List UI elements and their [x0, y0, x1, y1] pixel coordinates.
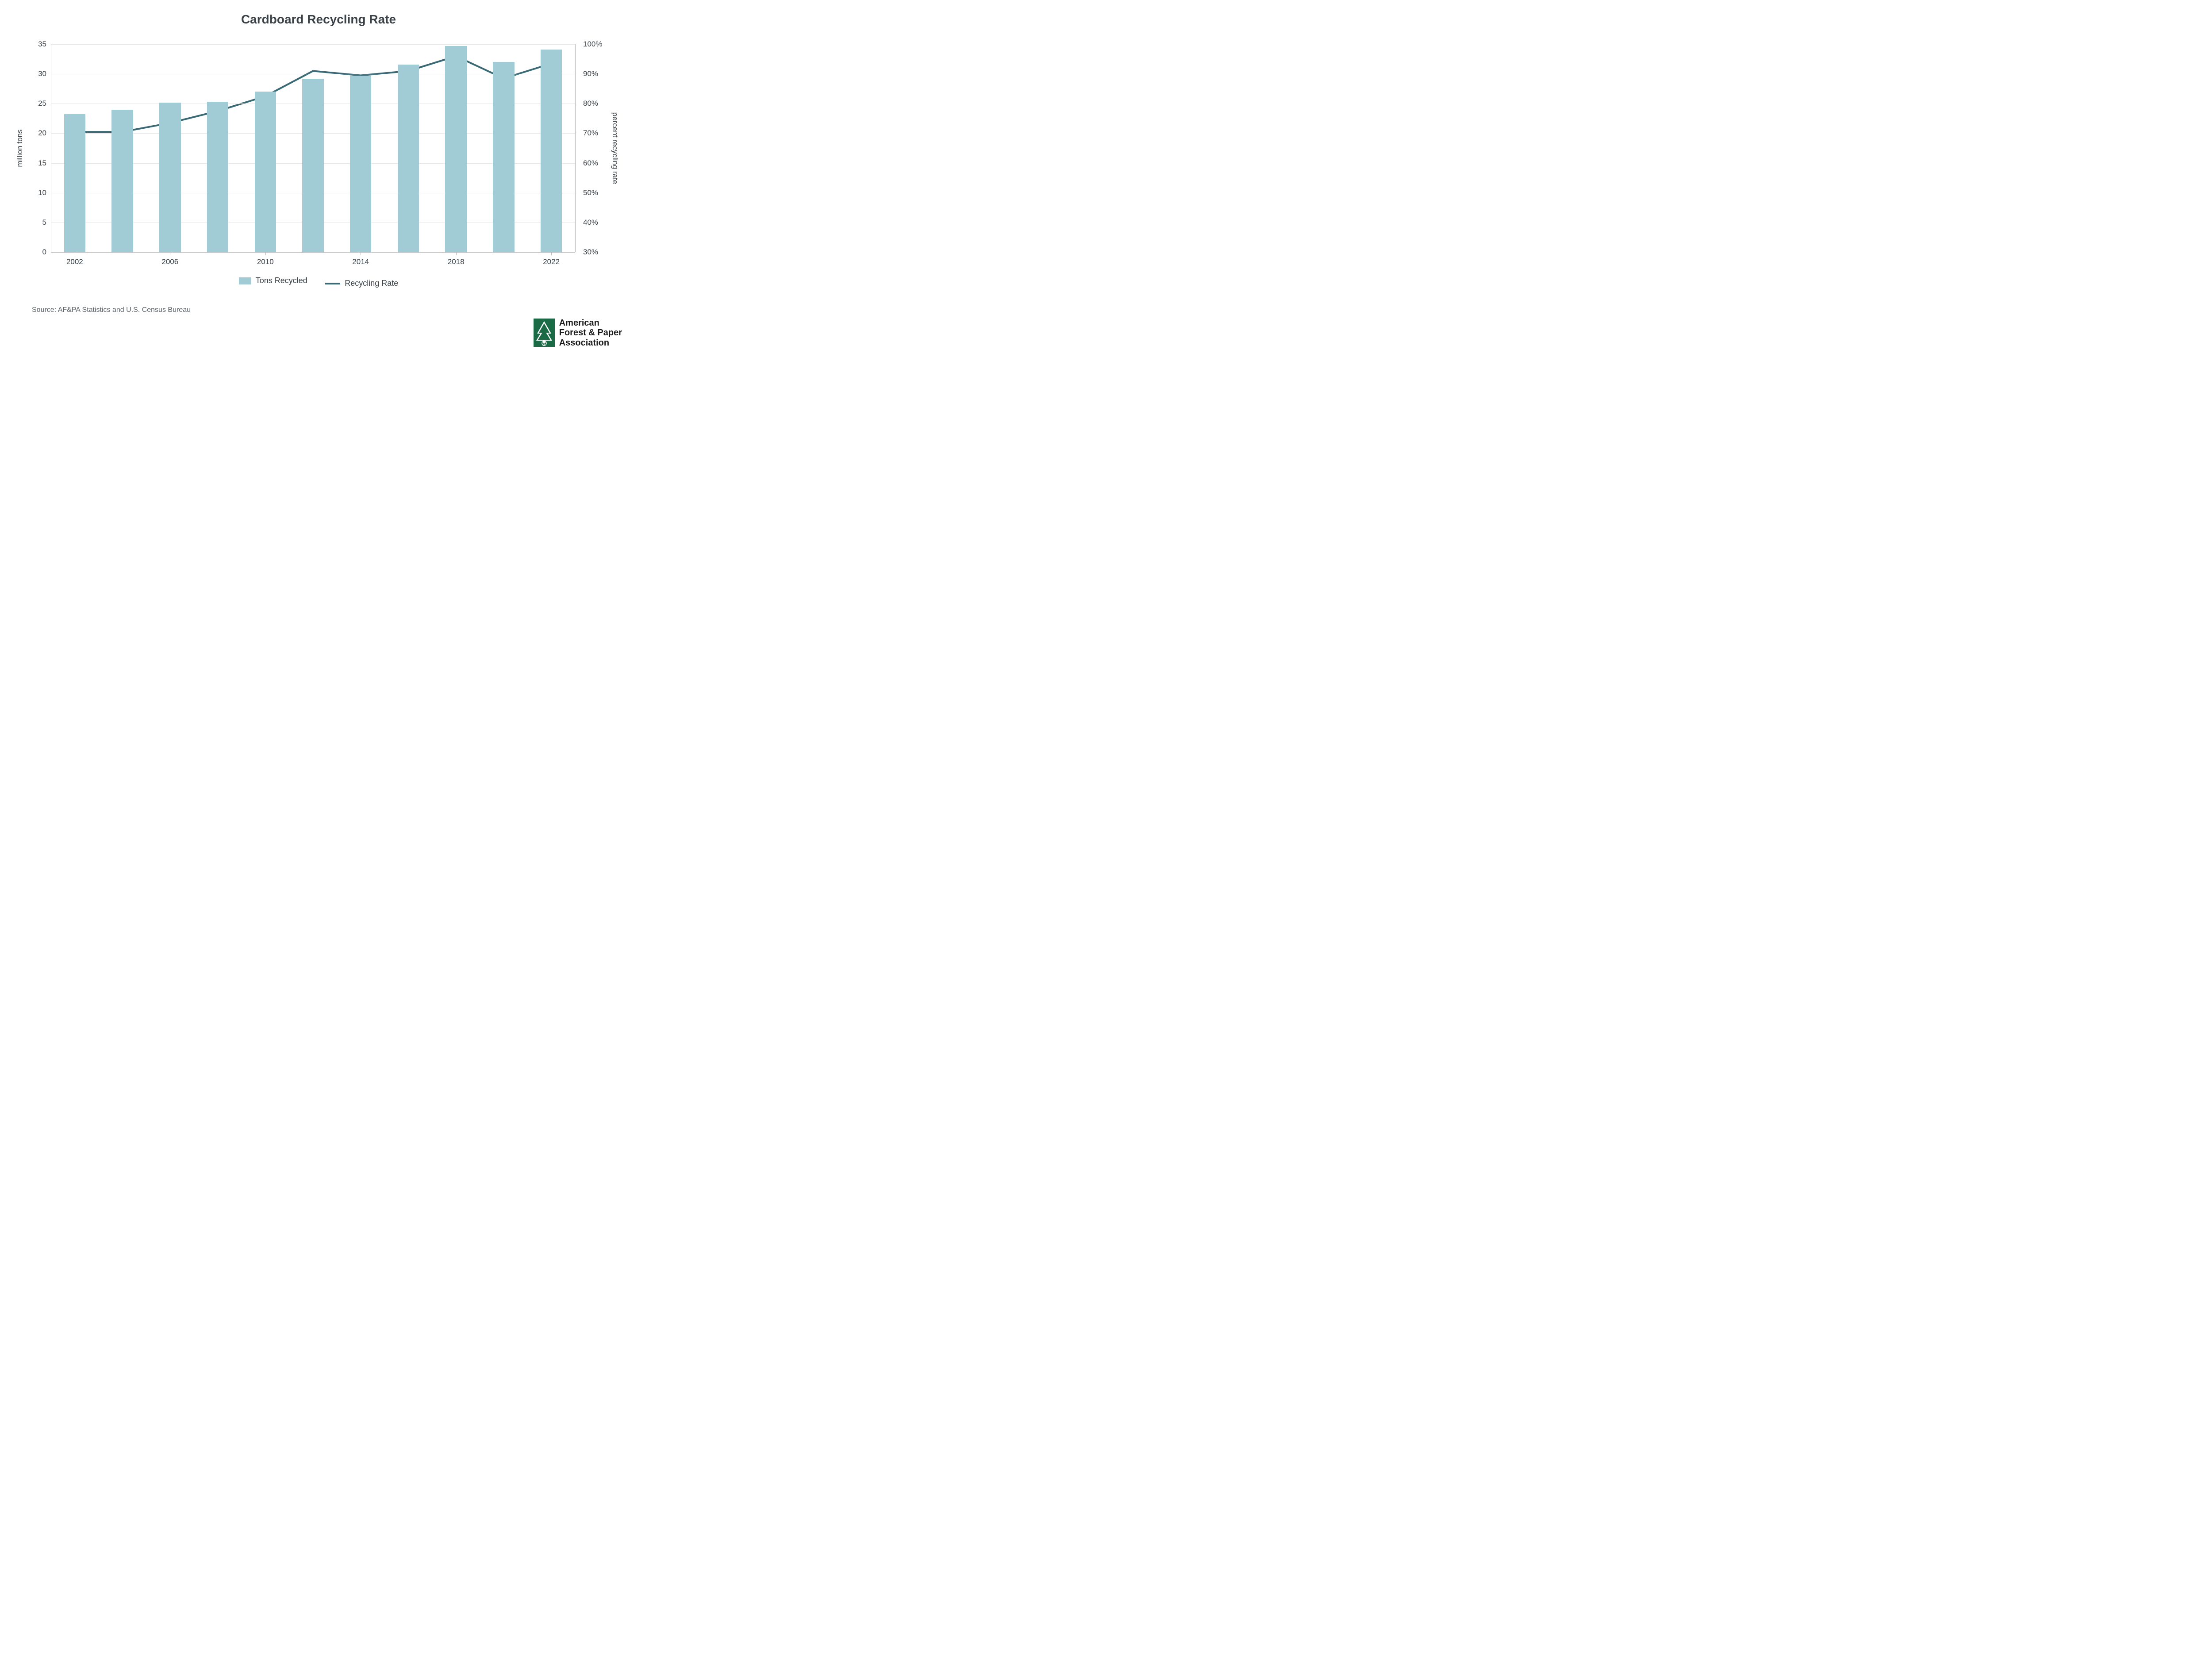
x-tick-label: 2018 [448, 257, 465, 266]
legend-line-label: Recycling Rate [345, 279, 398, 288]
org-line2: Forest & Paper [559, 328, 622, 338]
legend-item-bars: Tons Recycled [239, 276, 307, 285]
page: Cardboard Recycling Rate 051015202530353… [0, 0, 637, 358]
bar-tons-recycled [398, 65, 419, 252]
chart-area: 0510152025303530%40%50%60%70%80%90%100%2… [51, 44, 575, 252]
bar-tons-recycled [350, 76, 371, 252]
y-left-tick-label: 10 [38, 188, 46, 197]
org-line1: American [559, 318, 622, 328]
y-right-tick-label: 70% [583, 129, 598, 138]
svg-text:g: g [543, 343, 545, 346]
bar-tons-recycled [64, 114, 85, 252]
plot-region: 0510152025303530%40%50%60%70%80%90%100%2… [51, 44, 575, 252]
bar-tons-recycled [255, 92, 276, 252]
legend-item-line: Recycling Rate [325, 279, 398, 288]
y-right-tick-label: 80% [583, 99, 598, 108]
bar-tons-recycled [111, 110, 133, 252]
bar-tons-recycled [541, 50, 562, 252]
y-left-tick-label: 35 [38, 40, 46, 49]
bar-tons-recycled [159, 103, 180, 252]
y-left-axis-title: million tons [15, 129, 24, 167]
org-name: American Forest & Paper Association [559, 318, 622, 348]
legend: Tons Recycled Recycling Rate [0, 276, 637, 288]
y-left-tick-label: 0 [42, 248, 46, 257]
y-right-tick-label: 100% [583, 40, 602, 49]
org-logo-block: g American Forest & Paper Association [534, 318, 622, 348]
org-line3: Association [559, 338, 622, 348]
source-text: Source: AF&PA Statistics and U.S. Census… [32, 306, 191, 314]
tree-logo-icon: g [534, 319, 555, 347]
y-left-tick-label: 20 [38, 129, 46, 138]
y-left-tick-label: 5 [42, 218, 46, 227]
x-tick-label: 2002 [66, 257, 83, 266]
bar-tons-recycled [302, 79, 323, 252]
y-left-tick-label: 30 [38, 69, 46, 78]
grid-line [51, 44, 575, 45]
legend-line-icon [325, 283, 340, 284]
x-tick [456, 252, 457, 255]
bar-tons-recycled [445, 46, 466, 252]
x-tick-label: 2014 [352, 257, 369, 266]
bar-tons-recycled [493, 62, 514, 252]
y-left-tick-label: 15 [38, 159, 46, 168]
bar-tons-recycled [207, 102, 228, 252]
x-tick-label: 2010 [257, 257, 274, 266]
x-tick [551, 252, 552, 255]
y-right-axis-title: percent recycling rate [611, 112, 619, 184]
x-tick [265, 252, 266, 255]
legend-swatch-icon [239, 277, 251, 284]
y-axis-right-line [575, 44, 576, 252]
x-tick-label: 2006 [161, 257, 178, 266]
chart-title: Cardboard Recycling Rate [0, 12, 637, 27]
y-right-tick-label: 50% [583, 188, 598, 197]
x-tick-label: 2022 [543, 257, 560, 266]
legend-bars-label: Tons Recycled [256, 276, 307, 285]
y-right-tick-label: 30% [583, 248, 598, 257]
x-axis-line [51, 252, 575, 253]
y-right-tick-label: 60% [583, 159, 598, 168]
y-left-tick-label: 25 [38, 99, 46, 108]
y-right-tick-label: 90% [583, 69, 598, 78]
y-right-tick-label: 40% [583, 218, 598, 227]
